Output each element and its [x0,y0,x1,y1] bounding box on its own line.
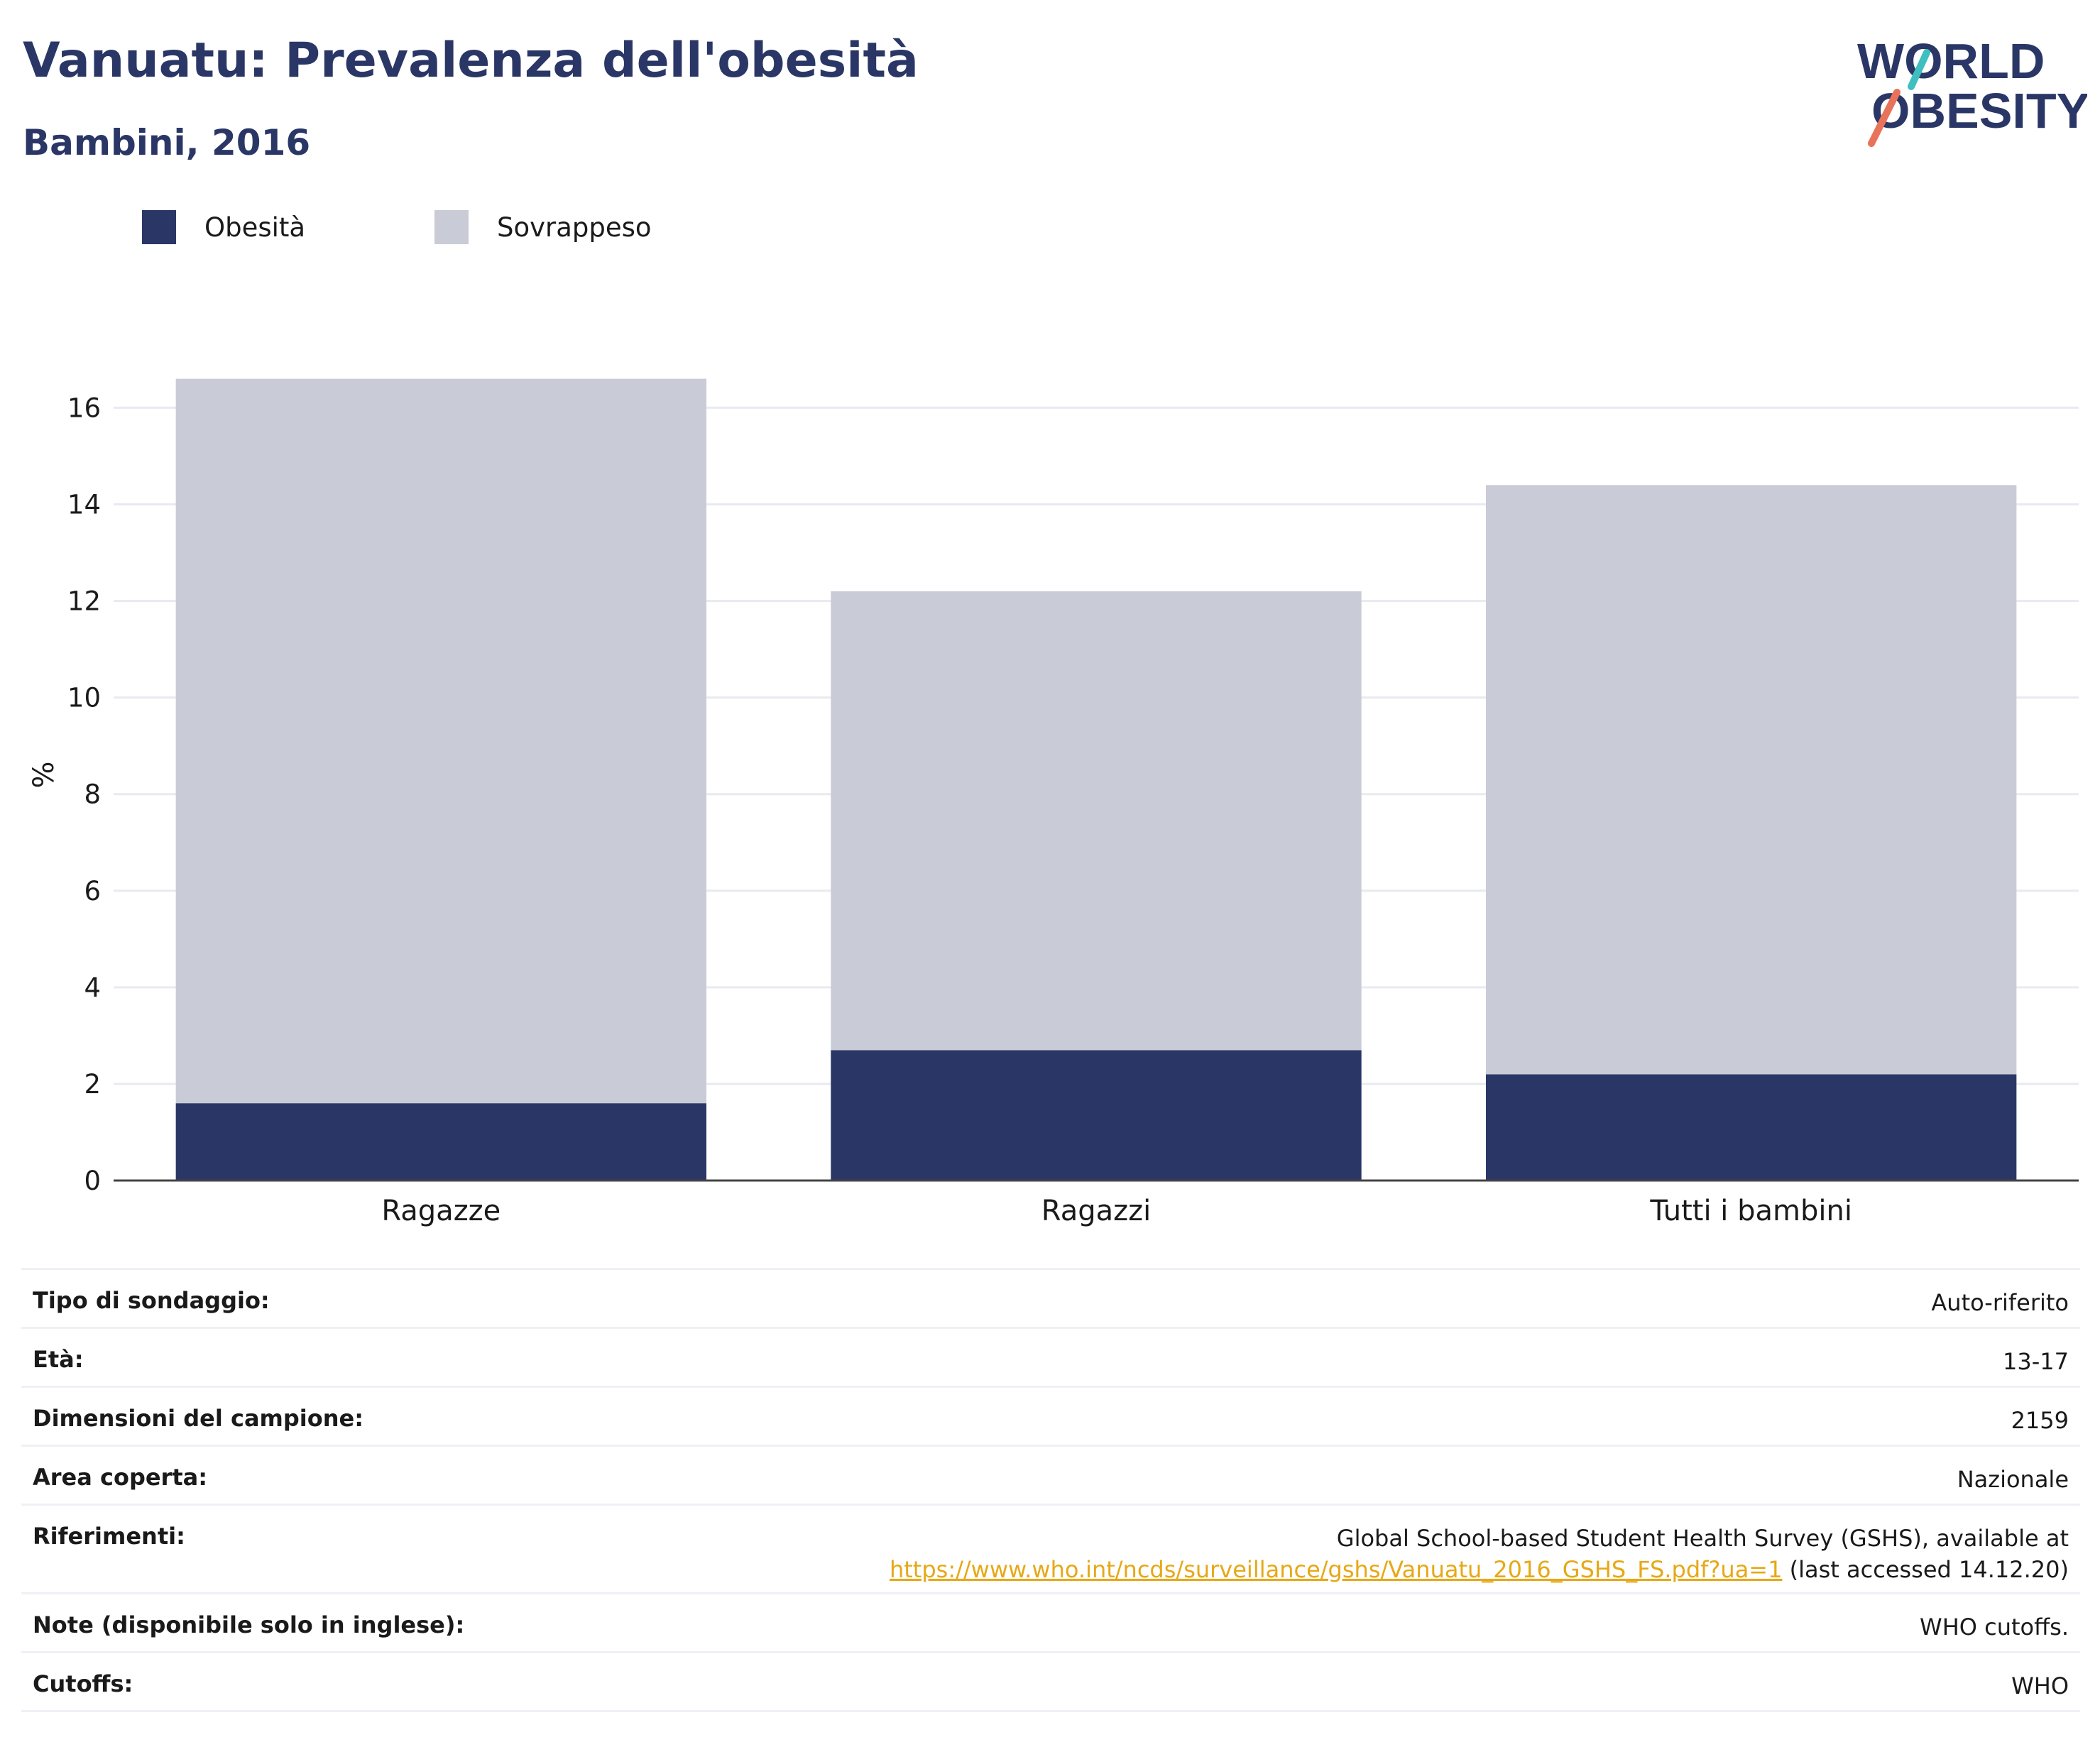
info-value: Nazionale [1957,1466,2069,1493]
bar-sovrappeso [831,591,1362,1051]
references-text: Global School-based Student Health Surve… [1336,1525,2069,1552]
bar-obesita [831,1050,1362,1181]
logo-word-2: OBESITY [1871,83,2087,138]
info-key: Area coperta: [33,1464,208,1491]
y-tick-label: 2 [84,1069,101,1100]
page-subtitle: Bambini, 2016 [23,122,311,163]
y-tick-label: 4 [84,973,101,1003]
info-row-age: Età: 13-17 [21,1329,2080,1388]
info-key: Dimensioni del campione: [33,1405,364,1432]
info-row-survey-type: Tipo di sondaggio: Auto-riferito [21,1270,2080,1329]
legend-label-sovrappeso: Sovrappeso [497,212,652,243]
info-value: WHO cutoffs. [1920,1614,2069,1641]
y-tick-label: 8 [84,779,101,810]
page-title: Vanuatu: Prevalenza dell'obesità [23,33,919,89]
world-obesity-logo: WORLD OBESITY [1857,33,2087,147]
info-row-cutoffs: Cutoffs: WHO [21,1653,2080,1712]
info-key: Età: [33,1346,84,1373]
x-tick-label: Ragazzi [1041,1195,1151,1227]
info-value: 13-17 [2003,1348,2069,1375]
stacked-bar-chart: 0 2 4 6 8 10 12 14 16% Ragazze Ragazzi Tutti i bamb… [28,378,2079,1227]
bar-sovrappeso [1485,485,2017,1075]
bar-obesita [1485,1074,2017,1181]
y-tick-label: 10 [67,683,101,713]
info-row-area: Area coperta: Nazionale [21,1447,2080,1506]
legend-swatch-obesita [142,210,176,244]
info-row-notes: Note (disponibile solo in inglese): WHO … [21,1594,2080,1653]
legend-item-sovrappeso: Sovrappeso [434,210,652,244]
x-tick-label: Ragazze [381,1195,501,1227]
y-tick-label: 0 [84,1166,101,1196]
x-tick-label: Tutti i bambini [1649,1195,1852,1227]
info-value: Auto-riferito [1931,1289,2069,1316]
info-row-references: Riferimenti: Global School-based Student… [21,1506,2080,1594]
info-key: Note (disponibile solo in inglese): [33,1611,465,1638]
y-axis-label: % [28,761,60,788]
info-row-sample-size: Dimensioni del campione: 2159 [21,1388,2080,1447]
info-key: Cutoffs: [33,1670,133,1697]
y-tick-label: 12 [67,586,101,617]
y-tick-label: 16 [67,393,101,423]
bar-sovrappeso [175,378,707,1104]
logo-word-1: WORLD [1857,33,2045,89]
info-key: Tipo di sondaggio: [33,1287,270,1314]
references-link[interactable]: https://www.who.int/ncds/surveillance/gs… [889,1556,1783,1583]
info-table: Tipo di sondaggio: Auto-riferito Età: 13… [21,1268,2080,1712]
bar-obesita [175,1103,707,1181]
legend-item-obesita: Obesità [142,210,305,244]
info-value: WHO [2011,1672,2069,1699]
info-value: 2159 [2011,1407,2069,1434]
references-accessed: (last accessed 14.12.20) [1782,1556,2069,1583]
y-tick-label: 14 [67,490,101,520]
y-tick-label: 6 [84,876,101,907]
info-key: Riferimenti: [33,1523,185,1550]
legend-swatch-sovrappeso [434,210,469,244]
references-value: Global School-based Student Health Surve… [890,1523,2069,1585]
legend-label-obesita: Obesità [204,212,306,243]
